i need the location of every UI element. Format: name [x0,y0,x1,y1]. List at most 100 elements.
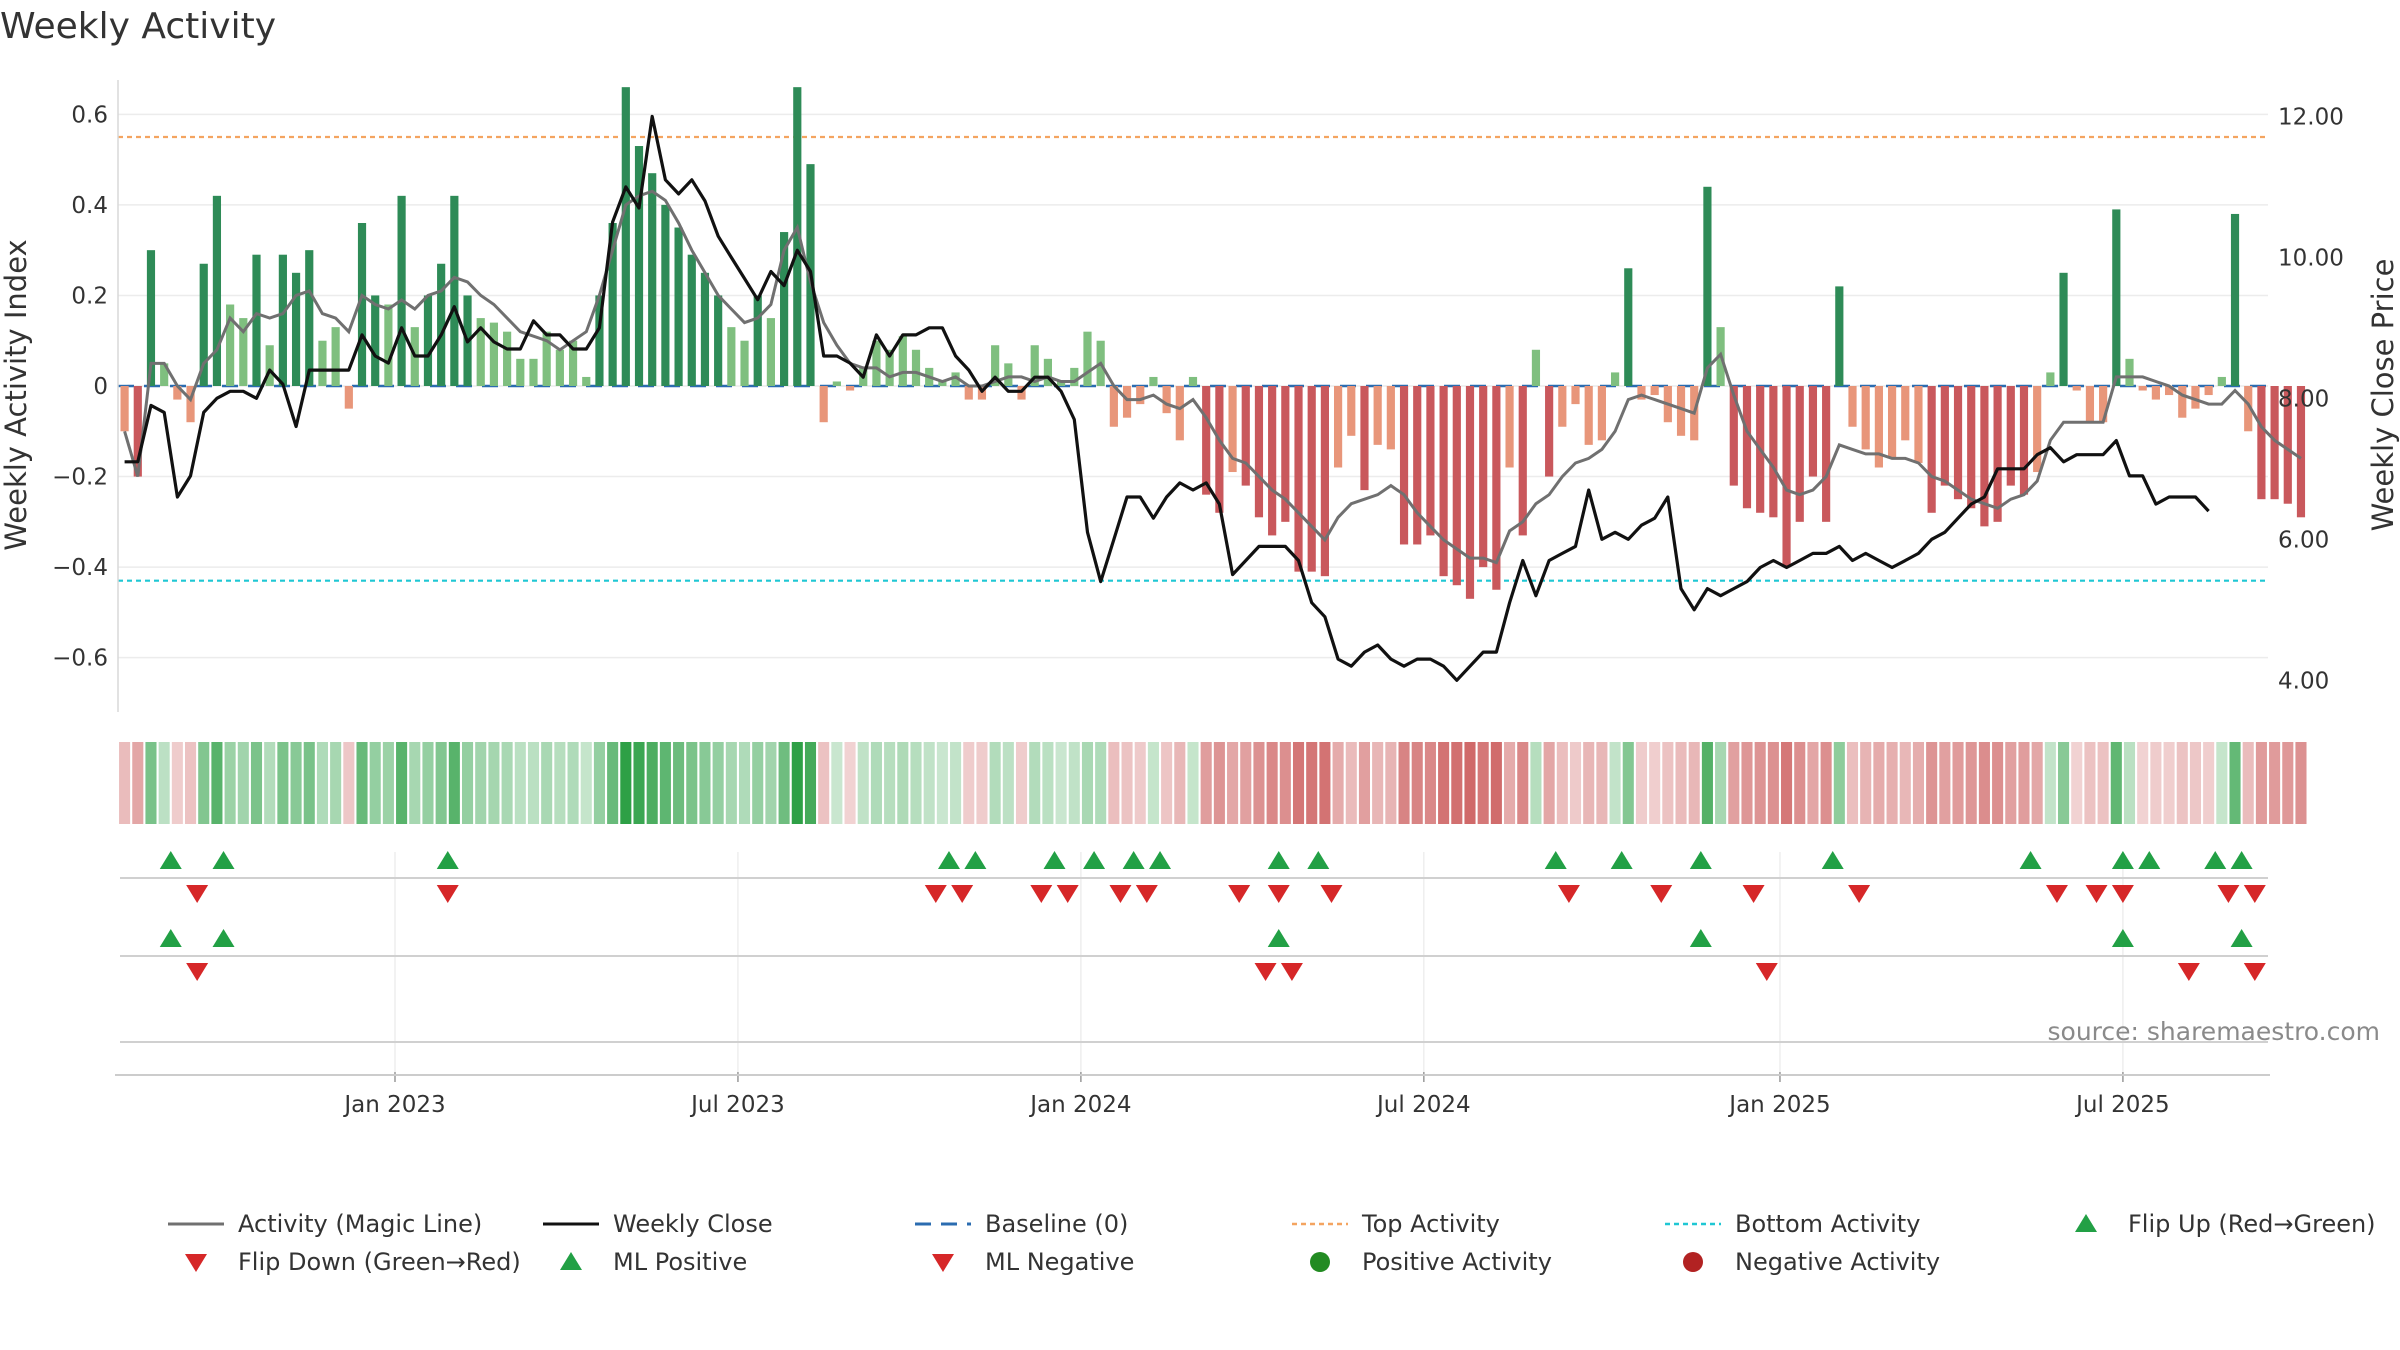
legend-label: Weekly Close [613,1210,773,1238]
activity-strip-cell [422,742,434,824]
activity-bar [753,295,762,386]
activity-strip-cell [330,742,342,824]
flip-up-marker [2138,851,2161,869]
activity-strip-cell [264,742,276,824]
activity-bar [1531,349,1541,386]
activity-bar [700,272,710,386]
activity-bar [357,223,367,386]
activity-bar [1452,386,1461,586]
activity-bar [2230,213,2240,386]
activity-strip-cell [2189,742,2201,824]
activity-bar [872,340,881,386]
legend-item: Positive Activity [1310,1248,1552,1276]
activity-strip-cell [1715,742,1727,824]
activity-strip-cell [356,742,368,824]
activity-strip-cell [1042,742,1054,824]
activity-strip-cell [1952,742,1964,824]
x-tick-label: Jul 2025 [2074,1092,2170,1118]
activity-strip-cell [1754,742,1766,824]
activity-bar [186,386,195,423]
legend-item: Bottom Activity [1665,1210,1920,1238]
activity-bar [1953,386,1963,500]
activity-strip-cell [1372,742,1384,824]
activity-strip-cell [1055,742,1067,824]
activity-bar [687,254,696,386]
activity-bar [2296,386,2306,518]
flip-down-marker [951,885,974,903]
activity-bar [1399,386,1409,545]
y-left-tick-label: 0.4 [71,193,108,219]
activity-strip-cell [1596,742,1608,824]
flip-up-marker [1267,851,1290,869]
flip-up-marker [1083,851,1106,869]
activity-bar [1545,386,1554,477]
activity-strip-cell [1912,742,1924,824]
ml-positive-marker [159,929,182,947]
activity-bar [529,358,538,386]
activity-bar [1861,386,1870,450]
activity-strip-cell [2044,742,2056,824]
activity-strip-cell [1767,742,1779,824]
activity-bar [1927,386,1936,513]
activity-strip-cell [145,742,157,824]
activity-bar [1320,386,1329,577]
activity-strip-cell [2242,742,2254,824]
activity-strip-cell [462,742,474,824]
flip-up-marker [1610,851,1633,869]
activity-strip-cell [1464,742,1476,824]
activity-bar [1848,386,1857,427]
activity-bar [1136,386,1145,405]
activity-strip-cell [1253,742,1265,824]
activity-bar [542,331,551,386]
y-left-tick-label: −0.6 [52,646,108,672]
activity-bar [1188,376,1198,386]
activity-strip-cell [2005,742,2017,824]
activity-strip-cell [936,742,948,824]
activity-bar [1122,386,1132,418]
activity-bar [780,232,789,386]
activity-bar [2099,386,2108,423]
activity-bar [661,204,670,386]
activity-bar [1386,386,1395,450]
flip-down-marker [1742,885,1765,903]
activity-bar [1558,386,1567,427]
activity-bar [1228,386,1237,473]
activity-strip-cell [1992,742,2004,824]
activity-bar [898,336,907,386]
y-left-axis-title: Weekly Activity Index [0,239,33,550]
ml-positive-marker [2230,929,2253,947]
activity-strip-cell [316,742,328,824]
activity-strip-cell [673,742,685,824]
x-axis: Jan 2023 Jul 2023 Jan 2024 Jul 2024 Jan 2025… [115,1072,2270,1118]
x-tick-label: Jan 2025 [1727,1092,1830,1118]
activity-strip-cell [2163,742,2175,824]
activity-bar [371,295,380,386]
activity-strip-cell [646,742,658,824]
activity-bar [1597,386,1606,441]
flip-down-marker [2045,885,2068,903]
legend-swatch [932,1254,954,1272]
activity-strip-cell [1978,742,1990,824]
activity-bar [1742,386,1752,509]
activity-bar [1307,386,1316,572]
activity-strip-cell [1926,742,1938,824]
activity-strip-cell [132,742,144,824]
activity-strip-cell [844,742,856,824]
activity-bar [1426,386,1435,536]
activity-bar [832,381,841,386]
activity-strip-cell [2137,742,2149,824]
activity-strip-cell [1002,742,1014,824]
flip-up-marker [2204,851,2227,869]
activity-bar [634,146,644,386]
flip-down-marker [1109,885,1132,903]
activity-bar [1109,386,1118,427]
activity-bar [2178,386,2187,418]
flip-down-marker [1030,885,1053,903]
activity-strip-cell [2150,742,2162,824]
activity-strip-cell [1332,742,1344,824]
axes: 0.6 0.4 0.2 0 −0.2 −0.4 −0.6 12.00 10.00 8.00 6.00… [0,80,2400,712]
activity-strip-cell [1886,742,1898,824]
activity-bar [516,358,525,386]
activity-strip-cell [1939,742,1951,824]
activity-strip-cell [185,742,197,824]
